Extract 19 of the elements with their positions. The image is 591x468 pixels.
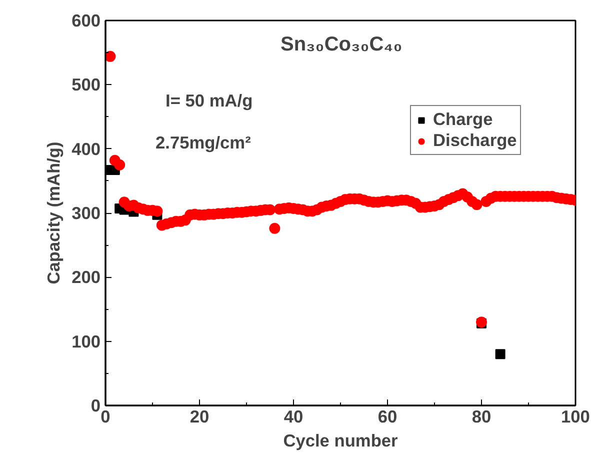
x-tick-label: 100: [561, 406, 590, 426]
y-axis-title: Capacity (mAh/g): [44, 142, 64, 284]
y-tick-label: 100: [72, 331, 101, 352]
y-tick-label: 600: [72, 10, 101, 30]
annotation: 2.75mg/cm²: [156, 132, 252, 152]
annotation: I= 50 mA/g: [166, 90, 253, 110]
y-tick-label: 300: [72, 203, 101, 223]
y-tick-label: 200: [72, 267, 101, 288]
annotation: Sn₃₀Co₃₀C₄₀: [280, 34, 402, 56]
x-tick-label: 20: [190, 406, 210, 426]
y-tick-label: 400: [72, 138, 101, 159]
legend-label: Charge: [433, 109, 493, 130]
y-tick-label: 500: [72, 74, 101, 95]
x-tick-label: 40: [284, 406, 304, 426]
x-axis-title: Cycle number: [283, 430, 398, 450]
x-tick-label: 60: [378, 406, 398, 426]
legend-label: Discharge: [433, 130, 517, 151]
point: [495, 349, 506, 360]
x-tick-label: 80: [472, 406, 492, 426]
